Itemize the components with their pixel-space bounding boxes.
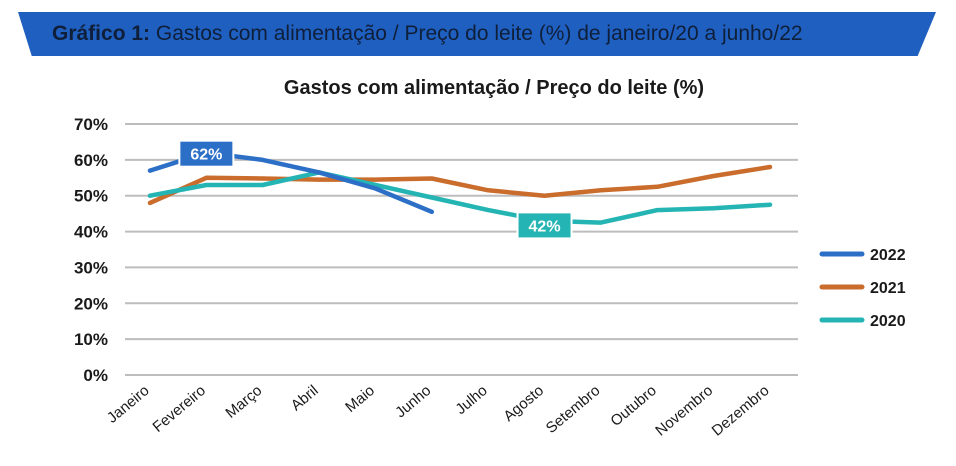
y-tick-label: 40% <box>74 223 108 242</box>
chart-banner: Gráfico 1: Gastos com alimentação / Preç… <box>18 12 936 56</box>
legend-label: 2022 <box>870 247 906 264</box>
x-tick-label: Fevereiro <box>149 382 208 436</box>
data-point-2021 <box>542 193 547 198</box>
x-tick-label: Março <box>222 382 265 422</box>
data-point-2021 <box>486 188 491 193</box>
data-point-2020 <box>768 202 772 207</box>
data-point-2021 <box>598 188 603 193</box>
y-tick-label: 10% <box>74 330 108 349</box>
data-point-2021 <box>655 184 660 189</box>
data-point-2020 <box>260 182 265 187</box>
y-tick-label: 60% <box>74 151 108 170</box>
series-line-2021 <box>147 164 773 206</box>
y-tick-label: 20% <box>74 294 108 313</box>
banner-prefix: Gráfico 1: <box>52 22 151 45</box>
x-tick-label: Dezembro <box>709 382 773 440</box>
x-tick-label: Novembro <box>652 382 716 440</box>
data-point-2022 <box>148 168 152 173</box>
callout-42-: 42% <box>516 211 573 240</box>
data-point-2021 <box>768 165 772 170</box>
data-point-2021 <box>373 177 378 182</box>
series-line-2020 <box>147 170 773 225</box>
data-point-2020 <box>598 220 603 225</box>
legend-item-2022: 2022 <box>819 247 906 264</box>
x-tick-label: Janeiro <box>104 382 153 427</box>
x-tick-label: Outubro <box>607 382 659 430</box>
data-point-2021 <box>429 176 434 181</box>
data-point-2022 <box>260 157 265 162</box>
data-point-2020 <box>148 193 152 198</box>
data-point-2020 <box>429 195 434 200</box>
data-point-2021 <box>711 173 716 178</box>
y-tick-label: 70% <box>74 115 108 134</box>
x-tick-label: Julho <box>452 382 490 418</box>
callout-label: 62% <box>190 147 222 164</box>
x-tick-label: Abril <box>288 382 322 414</box>
chart-title: Gastos com alimentação / Preço do leite … <box>284 77 704 99</box>
banner-text: Gastos com alimentação / Preço do leite … <box>150 22 803 45</box>
y-axis-ticks: 0% 10% 20% 30% 40% 50% 60% 70% <box>74 115 108 385</box>
callouts: 62% 42% <box>178 139 573 240</box>
x-tick-label: Junho <box>392 382 434 421</box>
legend-item-2021: 2021 <box>819 280 906 297</box>
data-point-2022 <box>429 209 434 214</box>
data-point-2021 <box>317 177 322 182</box>
data-point-2020 <box>204 182 209 187</box>
callout-label: 42% <box>529 218 561 235</box>
callout-box <box>516 211 573 240</box>
data-point-2021 <box>260 176 265 181</box>
x-tick-label: Maio <box>342 382 378 416</box>
data-point-2020 <box>711 206 716 211</box>
y-tick-label: 30% <box>74 258 108 277</box>
grid-lines <box>125 123 798 376</box>
data-point-2022 <box>373 186 378 191</box>
legend: 2022 2021 2020 <box>819 247 906 330</box>
data-point-2021 <box>204 175 209 180</box>
x-tick-label: Setembro <box>543 382 604 437</box>
data-point-2020 <box>655 208 660 213</box>
series-lines <box>147 150 773 225</box>
data-point-2022 <box>317 170 322 175</box>
legend-label: 2021 <box>870 280 906 297</box>
callout-box <box>178 139 235 168</box>
x-tick-label: Agosto <box>500 382 547 425</box>
legend-label: 2020 <box>870 313 906 330</box>
y-tick-label: 0% <box>83 366 108 385</box>
data-point-2020 <box>486 208 491 213</box>
data-point-2021 <box>148 200 152 205</box>
y-tick-label: 50% <box>74 187 108 206</box>
legend-item-2020: 2020 <box>819 313 906 330</box>
callout-62-: 62% <box>178 139 235 168</box>
